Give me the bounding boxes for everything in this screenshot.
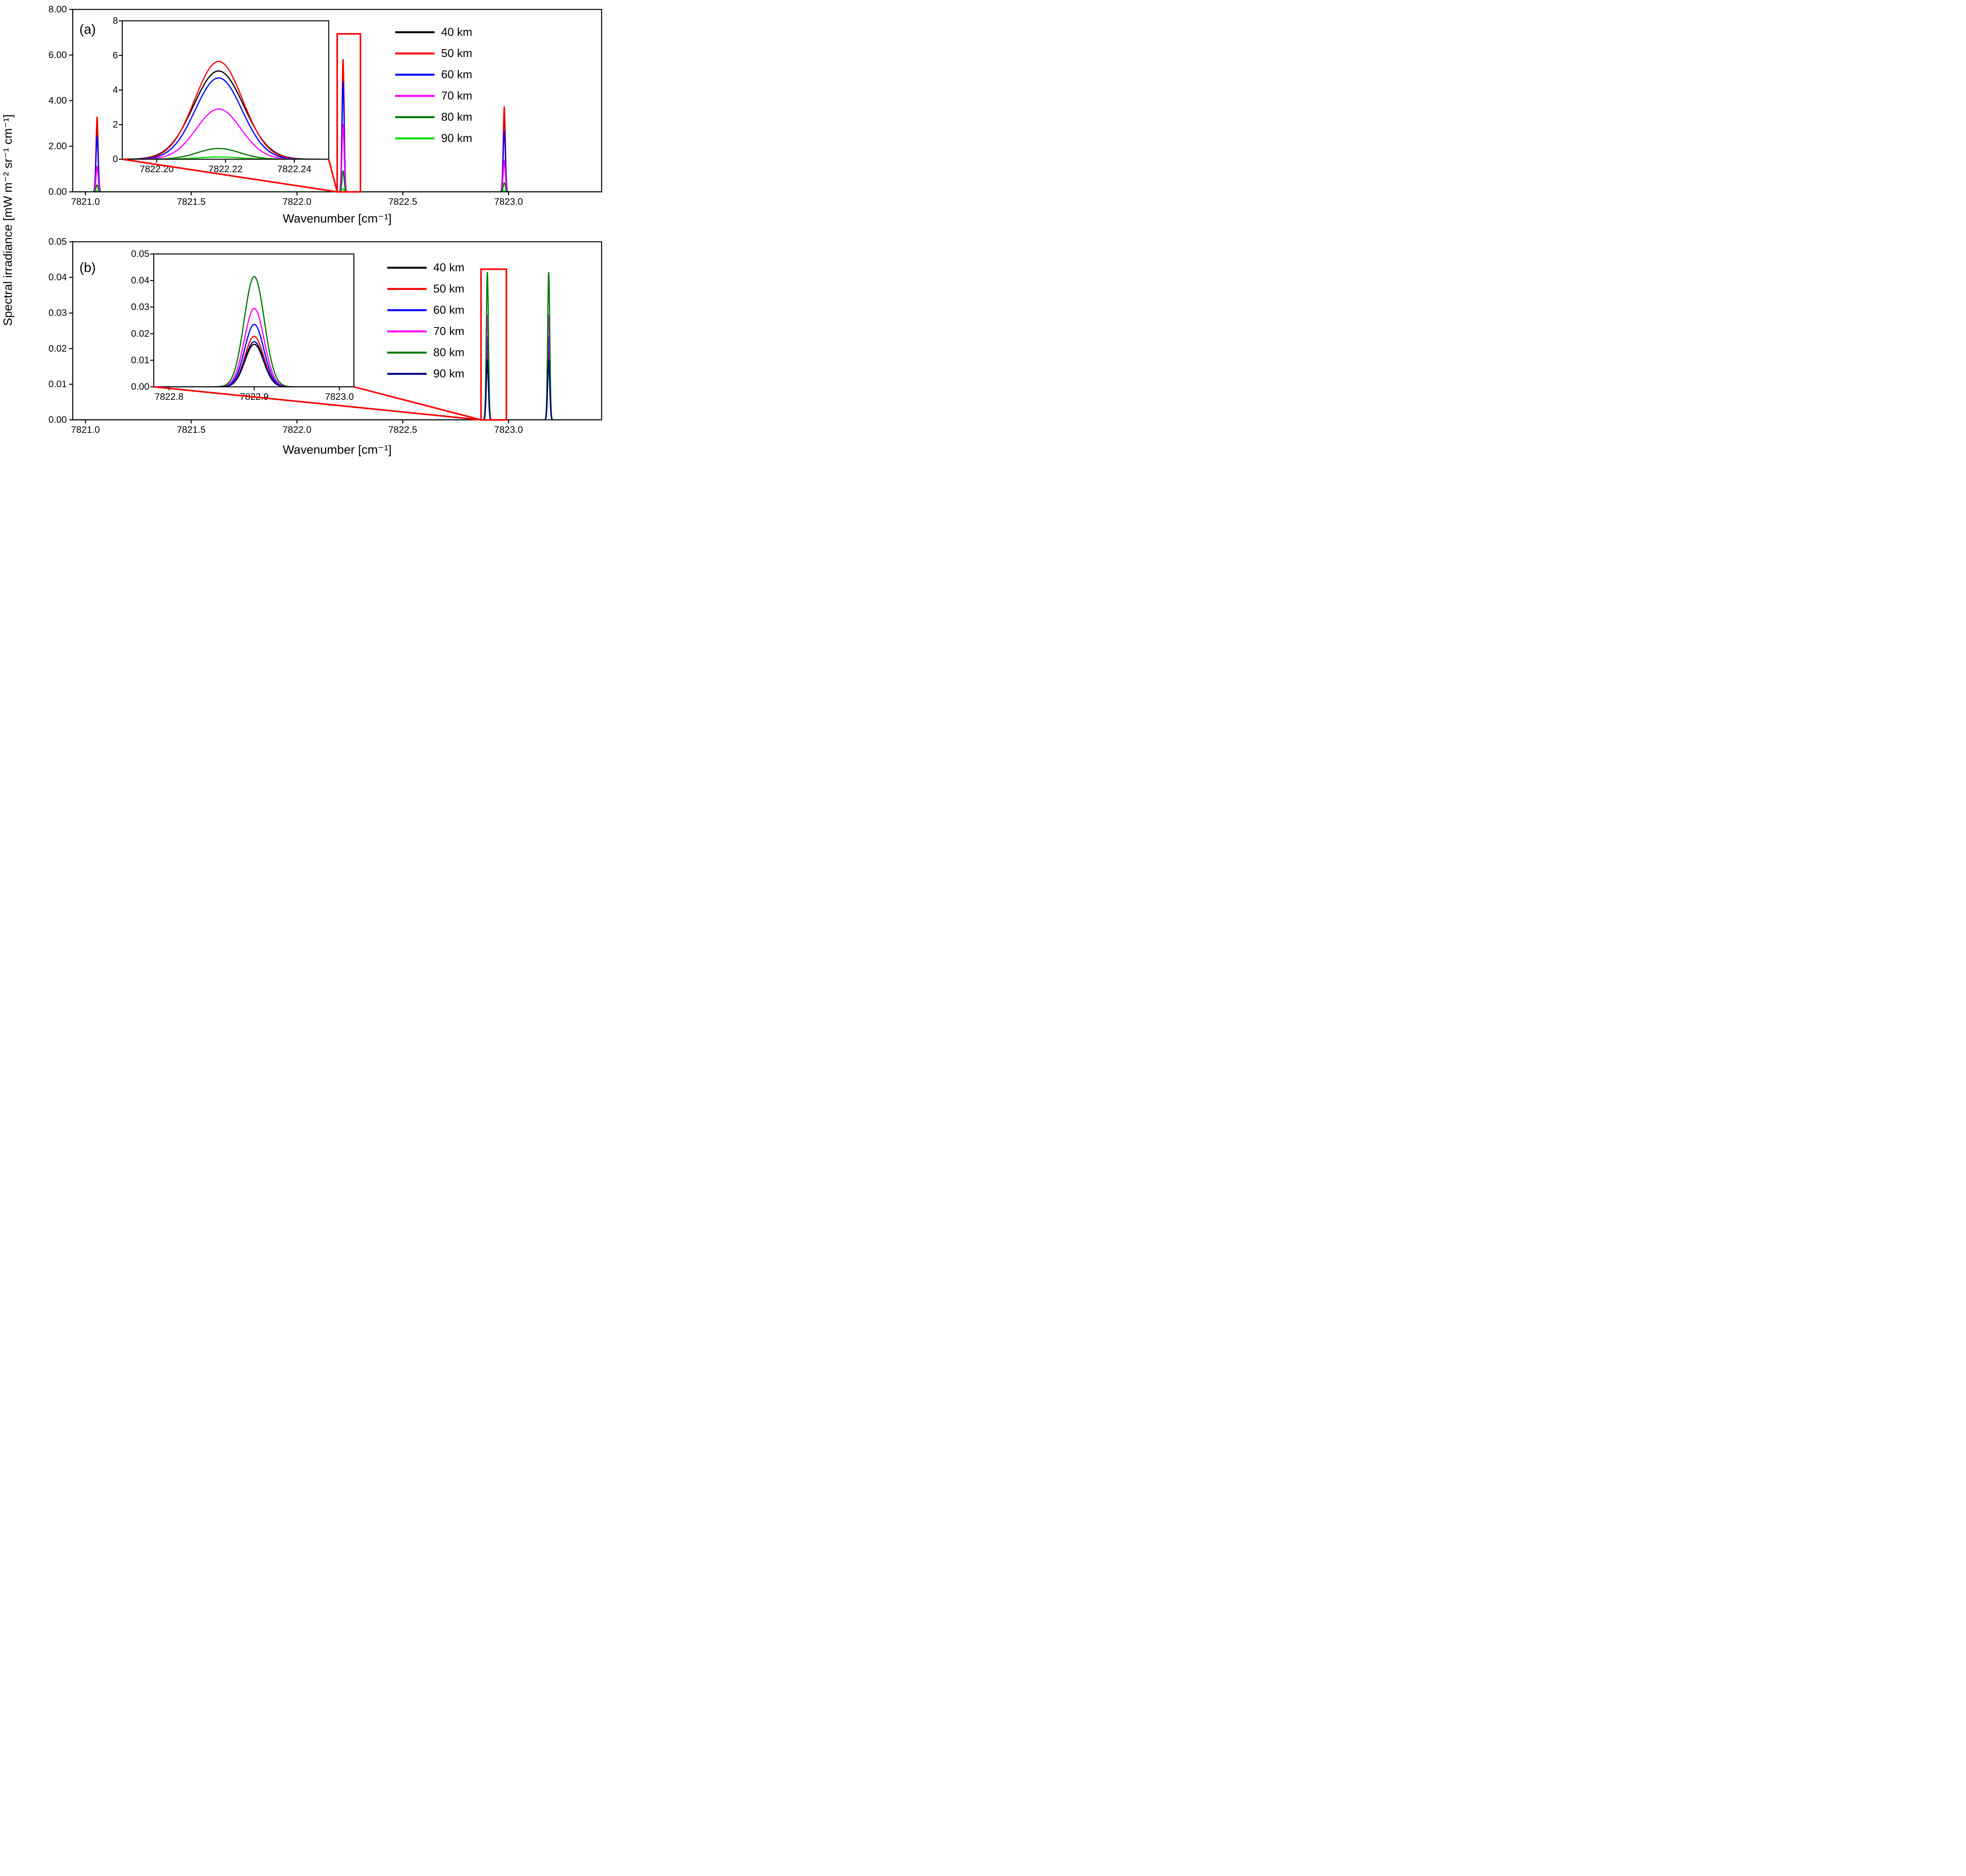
- panel-b-legend-label-40-km: 40 km: [433, 261, 464, 274]
- panel-b-x-tick-label: 7821.5: [177, 425, 206, 435]
- panel-b-zoom-rectangle: [480, 268, 507, 421]
- panel-a-inset-background: [122, 21, 329, 159]
- panel-b-inset-series-40-km-line: [154, 344, 354, 387]
- panel-a-x-tick-label: 7822.5: [388, 197, 417, 207]
- panel-a-legend-label-80-km: 80 km: [441, 111, 472, 123]
- panel-a-legend: 40 km 50 km 60 km 70 km 80 km 90 km: [395, 26, 472, 145]
- panel-a-x-tick-label: 7823.0: [494, 197, 523, 207]
- panel-b-inset-series-group: [154, 276, 354, 387]
- panel-a-legend-label-70-km: 70 km: [441, 90, 472, 102]
- panel-a-inset-y-tick-label: 2: [113, 120, 118, 130]
- panel-b-inset-y-tick-label: 0.02: [131, 328, 149, 339]
- panel-a-letter-label: (a): [79, 22, 96, 37]
- panel-b-y-tick-label: 0.02: [48, 343, 67, 354]
- panel-b-inset-series-90-km-line: [154, 341, 354, 387]
- panel-a-x-tick-label: 7821.5: [177, 197, 206, 207]
- panel-a-inset-y-tick-label: 6: [113, 50, 118, 61]
- panel-b-legend-label-50-km: 50 km: [433, 283, 464, 295]
- panel-a-inset-y-tick-label: 8: [113, 16, 118, 26]
- panel-b-legend: 40 km 50 km 60 km 70 km 80 km 90 km: [387, 261, 464, 380]
- panel-a-zoom-connector-left: [122, 158, 337, 193]
- panel-a-y-tick-label: 6.00: [48, 50, 67, 61]
- panel-a-y-tick-label: 0.00: [48, 187, 67, 197]
- panel-b-inset-series-60-km-line: [154, 324, 354, 387]
- panel-a-inset-y-tick-label: 4: [113, 85, 118, 96]
- panel-a-legend-label-50-km: 50 km: [441, 47, 472, 60]
- panel-b-zoom-connector-left: [153, 386, 481, 421]
- panel-b-inset-series-80-km-line: [154, 276, 354, 387]
- panel-b-inset-y-tick-label: 0.01: [131, 355, 149, 366]
- panel-b-x-tick-label: 7822.5: [388, 425, 417, 435]
- panel-b-axes-frame: [72, 241, 602, 421]
- panel-a-zoom-rectangle: [336, 33, 361, 193]
- panel-b-x-tick-label: 7821.0: [71, 425, 100, 435]
- panel-b-y-tick-label: 0.05: [48, 237, 67, 247]
- panel-b-y-tick-label: 0.04: [48, 272, 67, 283]
- figure-container: 7821.0 7821.5 7822.0 7822.5 7823.0 0.00 2.00 4.…: [0, 0, 607, 469]
- panel-b-inset-y-tick-label: 0.05: [131, 249, 149, 259]
- panel-a-inset-x-tick-label: 7822.24: [277, 164, 311, 175]
- panel-b-letter-label: (b): [79, 260, 96, 275]
- panel-b-y-tick-label: 0.03: [48, 308, 67, 318]
- panel-b-y-tick-label: 0.01: [48, 379, 67, 390]
- panel-b-legend-label-80-km: 80 km: [433, 346, 464, 359]
- panel-a-y-tick-label: 4.00: [48, 96, 67, 106]
- panel-a: 7821.0 7821.5 7822.0 7822.5 7823.0 0.00 2.00 4.…: [48, 4, 602, 225]
- panel-b-inset-y-tick-label: 0.03: [131, 302, 149, 313]
- panel-a-zoom-connector-right: [328, 159, 338, 192]
- panel-a-xlabel: Wavenumber [cm⁻¹]: [283, 212, 392, 225]
- panel-b-x-tick-label: 7823.0: [494, 425, 523, 435]
- panel-b: 7821.0 7821.5 7822.0 7822.5 7823.0 0.00 0.01 0.…: [48, 237, 602, 456]
- panel-b-zoom-connector-right: [353, 386, 481, 421]
- panel-b-legend-label-90-km: 90 km: [433, 368, 464, 380]
- panel-b-inset-series-50-km-line: [154, 336, 354, 387]
- panel-a-x-tick-label: 7822.0: [283, 197, 311, 207]
- panel-a-y-tick-label: 2.00: [48, 141, 67, 152]
- panel-a-inset-y-tick-label: 0: [113, 154, 118, 165]
- panel-b-inset-x-tick-label: 7823.0: [325, 392, 353, 402]
- spectral-irradiance-figure: 7821.0 7821.5 7822.0 7822.5 7823.0 0.00 2.00 4.…: [1, 4, 602, 456]
- panel-a-legend-label-40-km: 40 km: [441, 26, 472, 39]
- panel-b-inset-x-tick-label: 7822.8: [155, 392, 183, 402]
- panel-b-inset-y-tick-label: 0.00: [131, 382, 149, 392]
- panel-b-inset-y-tick-label: 0.04: [131, 275, 149, 286]
- panel-a-legend-label-60-km: 60 km: [441, 68, 472, 81]
- panel-b-y-tick-label: 0.00: [48, 415, 67, 425]
- panel-a-x-tick-label: 7821.0: [71, 197, 100, 207]
- panel-b-x-tick-label: 7822.0: [283, 425, 311, 435]
- panel-a-legend-label-90-km: 90 km: [441, 132, 472, 145]
- panel-b-legend-label-60-km: 60 km: [433, 304, 464, 316]
- panel-a-y-tick-label: 8.00: [48, 4, 67, 15]
- panel-b-inset-series-70-km-line: [154, 308, 354, 387]
- shared-ylabel: Spectral irradiance [mW m⁻² sr⁻¹ cm⁻¹]: [1, 114, 15, 326]
- panel-b-inset-background: [154, 254, 354, 387]
- panel-b-legend-label-70-km: 70 km: [433, 325, 464, 338]
- panel-b-xlabel: Wavenumber [cm⁻¹]: [283, 443, 392, 456]
